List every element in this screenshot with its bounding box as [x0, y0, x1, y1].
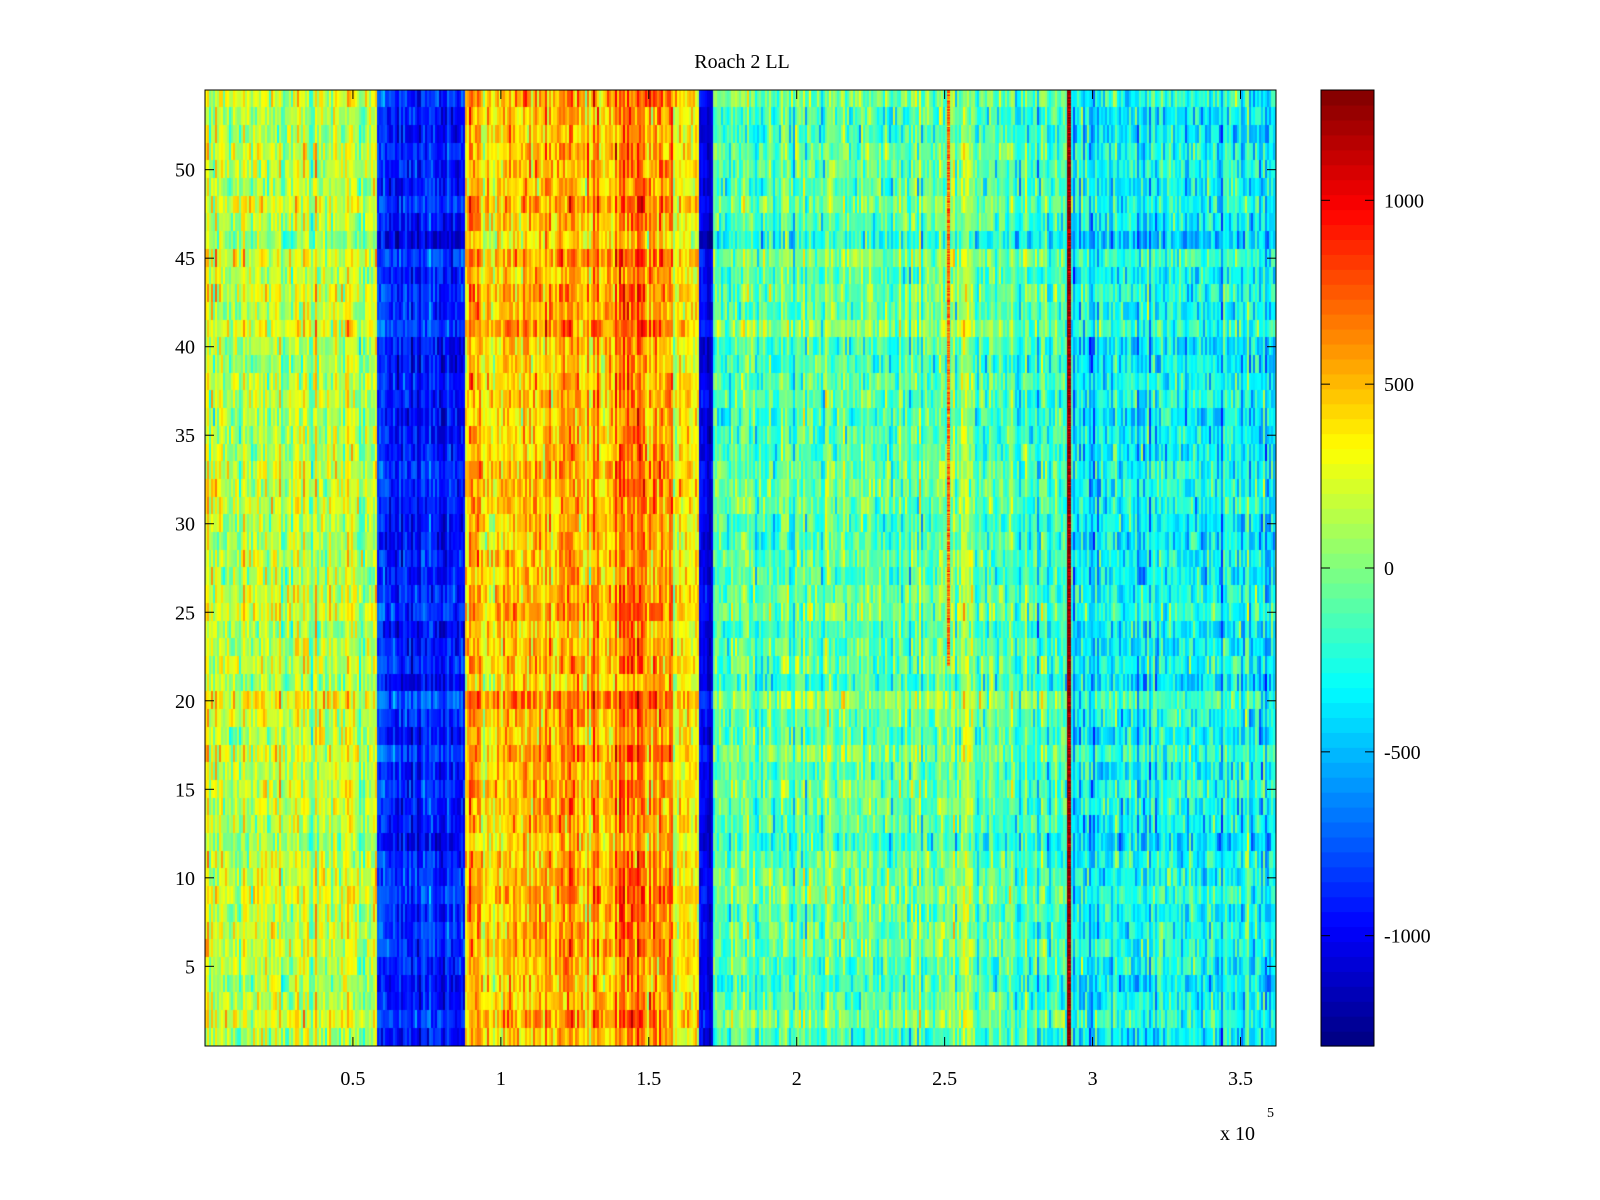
colorbar-swatch [1321, 358, 1374, 375]
y-tick-label: 5 [185, 956, 195, 978]
plot-frame [204, 89, 1277, 1047]
y-axis: 5 10 15 20 25 30 35 40 45 50 [175, 160, 1276, 978]
colorbar-swatch [1321, 1031, 1374, 1047]
x-tick-label: 2 [792, 1068, 802, 1090]
colorbar-swatch [1321, 911, 1374, 928]
colorbar-axis: 1000 500 0 -500 -1000 [1321, 190, 1431, 948]
colorbar-swatch [1321, 866, 1374, 883]
colorbar-swatch [1321, 463, 1374, 479]
colorbar-swatch [1321, 194, 1374, 211]
colorbar-swatch [1321, 657, 1374, 674]
colorbar-swatch [1321, 926, 1374, 943]
colorbar-tick-label: 1000 [1384, 190, 1424, 212]
colorbar-swatch [1321, 553, 1374, 569]
colorbar-swatch [1321, 538, 1374, 554]
x-tick-label: 1 [496, 1068, 506, 1090]
x-tick-label: 2.5 [932, 1068, 957, 1090]
colorbar-swatch [1321, 149, 1374, 166]
colorbar-swatch [1321, 612, 1374, 629]
chart-title: Roach 2 LL [694, 51, 790, 73]
colorbar-swatch [1321, 134, 1374, 151]
colorbar-swatch [1321, 896, 1374, 913]
y-tick-label: 25 [175, 602, 195, 624]
colorbar-swatch [1321, 493, 1374, 509]
y-tick-label: 20 [175, 691, 195, 713]
colorbar-swatch [1321, 777, 1374, 793]
colorbar-swatch [1321, 239, 1374, 255]
colorbar-swatch [1321, 508, 1374, 524]
colorbar-swatch [1321, 687, 1374, 704]
colorbar-swatch [1321, 568, 1374, 584]
colorbar-swatch [1321, 732, 1374, 748]
colorbar-swatch [1321, 254, 1374, 270]
x-axis: 0.5 1 1.5 2 2.5 3 3.5 [340, 90, 1253, 1090]
heatmap [205, 90, 1276, 1046]
colorbar-swatch [1321, 642, 1374, 659]
colorbar-swatch [1321, 1001, 1374, 1017]
colorbar-swatch [1321, 523, 1374, 539]
colorbar-swatch [1321, 388, 1374, 405]
x-exponent-label: x 10 [1220, 1123, 1255, 1145]
colorbar-swatch [1321, 941, 1374, 957]
colorbar-swatch [1321, 881, 1374, 898]
colorbar-tick-label: 0 [1384, 558, 1394, 580]
colorbar-swatch [1321, 702, 1374, 718]
colorbar-swatch [1321, 224, 1374, 240]
y-tick-label: 40 [175, 337, 195, 359]
colorbar-swatch [1321, 104, 1374, 121]
colorbar-swatch [1321, 747, 1374, 763]
colorbar-swatch [1321, 164, 1374, 181]
colorbar-swatch [1321, 836, 1374, 853]
x-tick-label: 3 [1088, 1068, 1098, 1090]
colorbar-swatch [1321, 478, 1374, 494]
colorbar-swatch [1321, 314, 1374, 330]
colorbar-swatch [1321, 284, 1374, 300]
colorbar-swatch [1321, 343, 1374, 360]
colorbar-swatch [1321, 90, 1374, 106]
x-tick-label: 3.5 [1228, 1068, 1253, 1090]
colorbar-swatch [1321, 1016, 1374, 1032]
colorbar-swatch [1321, 971, 1374, 987]
colorbar-swatch [1321, 373, 1374, 390]
x-exponent-power: 5 [1267, 1106, 1274, 1121]
y-tick-label: 35 [175, 425, 195, 447]
colorbar-tick-label: -1000 [1384, 926, 1431, 948]
colorbar [1321, 90, 1374, 1047]
y-tick-label: 15 [175, 779, 195, 801]
colorbar-swatch [1321, 119, 1374, 136]
colorbar-swatch [1321, 807, 1374, 823]
colorbar-swatch [1321, 209, 1374, 226]
y-tick-label: 45 [175, 248, 195, 270]
colorbar-swatch [1321, 329, 1374, 345]
y-tick-label: 50 [175, 160, 195, 182]
heatmap-cells [205, 90, 1276, 1046]
colorbar-swatch [1321, 433, 1374, 450]
y-tick-label: 10 [175, 868, 195, 890]
colorbar-swatch [1321, 956, 1374, 972]
colorbar-swatch [1321, 403, 1374, 420]
x-tick-label: 1.5 [636, 1068, 661, 1090]
x-tick-label: 0.5 [340, 1068, 365, 1090]
colorbar-swatch [1321, 851, 1374, 868]
colorbar-swatch [1321, 986, 1374, 1002]
colorbar-swatch [1321, 672, 1374, 689]
colorbar-swatch [1321, 582, 1374, 599]
colorbar-swatch [1321, 179, 1374, 196]
colorbar-swatch [1321, 299, 1374, 315]
colorbar-swatch [1321, 792, 1374, 808]
colorbar-swatch [1321, 597, 1374, 614]
colorbar-swatch [1321, 821, 1374, 838]
colorbar-tick-label: 500 [1384, 374, 1414, 396]
colorbar-swatch [1321, 762, 1374, 778]
colorbar-swatch [1321, 717, 1374, 733]
colorbar-swatch [1321, 269, 1374, 285]
colorbar-swatch [1321, 627, 1374, 644]
colorbar-swatch [1321, 448, 1374, 465]
y-tick-label: 30 [175, 514, 195, 536]
colorbar-tick-label: -500 [1384, 742, 1421, 764]
colorbar-swatch [1321, 418, 1374, 435]
